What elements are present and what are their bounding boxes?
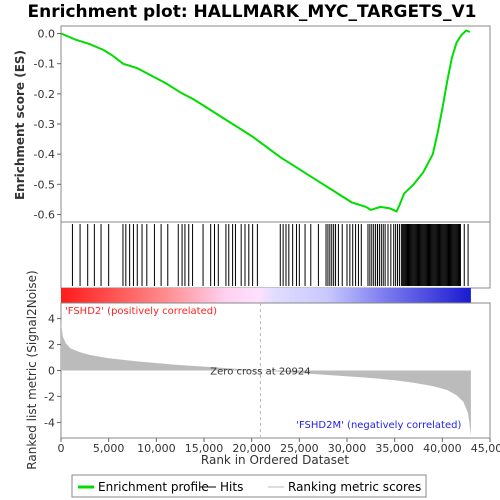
metric-ytick-label: 0 <box>48 365 55 378</box>
legend-label: Enrichment profile <box>98 480 209 494</box>
x-tick-label: 5,000 <box>93 442 125 455</box>
es-ytick-label: -0.4 <box>34 148 55 161</box>
es-ytick-label: -0.6 <box>34 208 55 221</box>
x-tick-label: 45,000 <box>471 442 500 455</box>
positive-correlation-label: 'FSHD2' (positively correlated) <box>65 306 217 317</box>
x-ticks: 0 5,000 10,000 15,000 20,000 25,000 30,000 35,0… <box>58 438 500 455</box>
chart-title: Enrichment plot: HALLMARK_MYC_TARGETS_V1 <box>28 2 477 22</box>
es-ytick-label: 0.0 <box>38 28 56 41</box>
es-ytick-label: -0.5 <box>34 178 55 191</box>
metric-ytick-label: 4 <box>48 313 55 326</box>
metric-ylabel: Ranked list metric (Signal2Noise) <box>25 270 39 469</box>
x-tick-label: 30,000 <box>328 442 367 455</box>
es-ytick-label: -0.1 <box>34 58 55 71</box>
x-tick-label: 0 <box>58 442 65 455</box>
x-axis-label: Rank in Ordered Dataset <box>201 453 349 467</box>
x-tick-label: 20,000 <box>232 442 271 455</box>
es-ytick-label: -0.2 <box>34 88 55 101</box>
legend: Enrichment profile Hits Ranking metric sco… <box>78 480 421 494</box>
enrichment-profile-line <box>60 29 471 213</box>
x-tick-label: 10,000 <box>137 442 176 455</box>
x-tick-label: 40,000 <box>423 442 462 455</box>
legend-box <box>71 474 427 498</box>
hit-lines <box>71 224 469 286</box>
x-tick-label: 25,000 <box>280 442 319 455</box>
es-ytick-label: -0.3 <box>34 118 55 131</box>
zero-cross-label: Zero cross at 20924 <box>210 367 310 378</box>
es-panel <box>60 25 491 223</box>
x-tick-label: 35,000 <box>375 442 414 455</box>
ranking-metric-area <box>61 318 471 436</box>
metric-ytick-label: -4 <box>44 416 55 429</box>
es-yticks: 0.0 -0.1 -0.2 -0.3 -0.4 -0.5 -0.6 <box>34 28 61 221</box>
x-tick-label: 15,000 <box>185 442 224 455</box>
metric-yticks: 4 2 0 -2 -4 <box>44 313 61 429</box>
es-ylabel: Enrichment score (ES) <box>13 50 27 200</box>
metric-ytick-label: -2 <box>44 390 55 403</box>
metric-ytick-label: 2 <box>48 339 55 352</box>
rank-color-bar <box>61 288 471 303</box>
legend-label: Hits <box>220 480 243 494</box>
negative-correlation-label: 'FSHD2M' (negatively correlated) <box>296 420 461 431</box>
legend-label: Ranking metric scores <box>288 480 421 494</box>
